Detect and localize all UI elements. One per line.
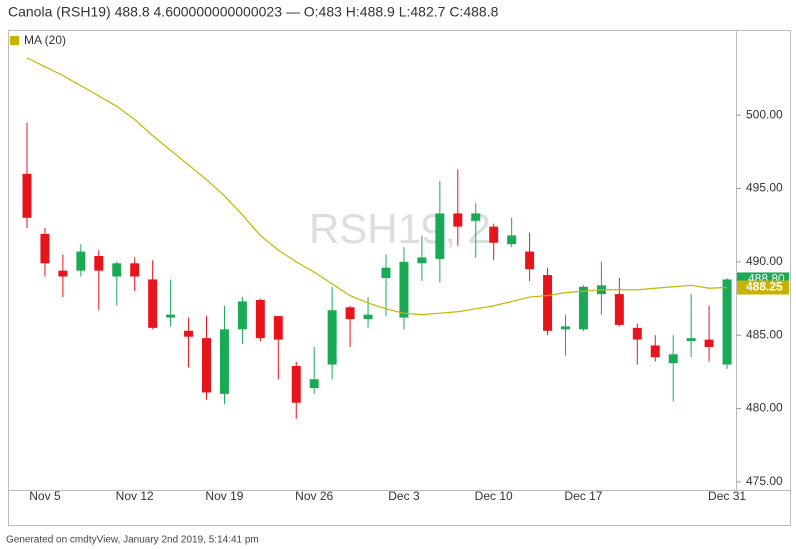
- candle-body: [291, 366, 301, 403]
- y-tick-label: 490.00: [746, 254, 783, 268]
- candle-body: [363, 314, 373, 320]
- legend-label: MA (20): [24, 33, 66, 47]
- candle-body: [399, 261, 409, 318]
- candle-body: [58, 270, 68, 277]
- candle-body: [166, 314, 176, 318]
- candle-body: [327, 310, 337, 365]
- x-tick-label: Nov 12: [116, 489, 154, 503]
- candle-body: [561, 326, 570, 330]
- y-tick-label: 475.00: [746, 474, 783, 488]
- watermark: RSH19, 2: [309, 205, 491, 252]
- candle-body: [632, 327, 642, 340]
- candle-body: [686, 338, 696, 342]
- ma-last-label: 488.25: [746, 280, 783, 294]
- candle-body: [237, 301, 247, 330]
- candle-body: [202, 338, 211, 393]
- x-tick-label: Dec 10: [475, 489, 513, 503]
- candle-body: [471, 213, 481, 221]
- x-tick-label: Nov 19: [205, 489, 243, 503]
- candle-body: [435, 213, 445, 259]
- x-tick-label: Nov 26: [295, 489, 333, 503]
- candle-body: [40, 233, 50, 264]
- x-tick-label: Dec 31: [708, 489, 746, 503]
- candle-body: [255, 299, 265, 339]
- candle-body: [489, 226, 499, 243]
- candle-body: [345, 307, 355, 320]
- candle-body: [668, 354, 678, 364]
- candle-body: [381, 267, 391, 278]
- candle-body: [219, 329, 229, 394]
- y-tick-label: 500.00: [746, 107, 783, 121]
- candle-body: [543, 275, 553, 331]
- candle-body: [578, 286, 588, 330]
- chart-title: Canola (RSH19) 488.8 4.600000000000023 —…: [8, 4, 499, 20]
- frame: [8, 30, 791, 526]
- candle-body: [273, 316, 283, 340]
- candle-body: [94, 255, 104, 271]
- candle-body: [130, 263, 140, 277]
- legend-swatch: [10, 36, 19, 45]
- candle-body: [309, 379, 319, 389]
- candle-body: [417, 257, 427, 264]
- x-tick-label: Dec 3: [388, 489, 420, 503]
- candle-body: [507, 235, 517, 245]
- candle-body: [22, 173, 32, 218]
- y-tick-label: 485.00: [746, 327, 783, 341]
- candle-body: [650, 345, 660, 358]
- candle-body: [76, 251, 86, 271]
- candle-body: [525, 251, 535, 270]
- candle-body: [112, 263, 122, 277]
- ma-line: [26, 57, 728, 316]
- x-tick-label: Nov 5: [29, 489, 61, 503]
- candle-body: [148, 279, 158, 328]
- candle-body: [704, 339, 714, 347]
- y-tick-label: 480.00: [746, 401, 783, 415]
- candle-body: [453, 213, 463, 227]
- footer: Generated on cmdtyView, January 2nd 2019…: [6, 535, 259, 546]
- candle-body: [184, 330, 194, 337]
- candle-body: [722, 279, 732, 365]
- candle-body: [614, 294, 624, 325]
- ma-last-box: [737, 280, 789, 295]
- y-tick-label: 495.00: [746, 181, 783, 195]
- x-tick-label: Dec 17: [564, 489, 602, 503]
